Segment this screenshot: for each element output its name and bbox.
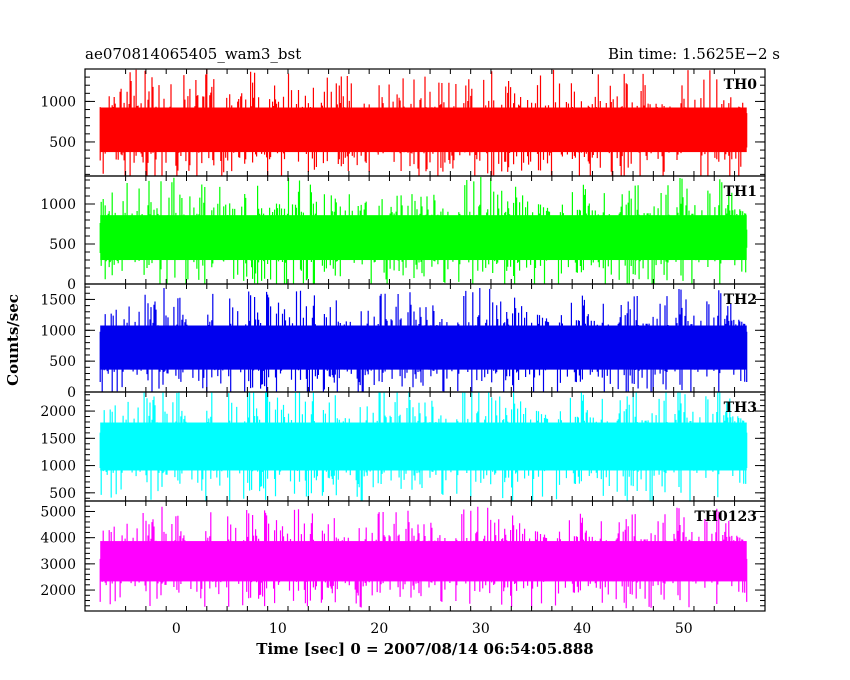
series-th0123-core	[100, 541, 747, 582]
y-tick-label: 1000	[40, 197, 76, 213]
y-tick-label: 5000	[40, 504, 76, 520]
y-tick-label: 500	[49, 354, 76, 370]
panel-th3: 500 1000 1500 2000 TH3	[40, 391, 766, 502]
panels-group: 500 1000 TH0 0 500 1000 TH1 0 500 1000 1500 TH2 500 1…	[40, 68, 766, 612]
x-axis: 0 10 20 30 40 50	[172, 621, 693, 637]
x-tick-label: 0	[172, 621, 181, 637]
x-axis-title: Time [sec] 0 = 2007/08/14 06:54:05.888	[256, 640, 593, 658]
y-tick-label: 1000	[40, 323, 76, 339]
x-tick-label: 20	[370, 621, 388, 637]
y-tick-label: 500	[49, 486, 76, 502]
panel-label-th3: TH3	[724, 400, 757, 416]
y-tick-label: 1000	[40, 459, 76, 475]
panel-label-th0123: TH0123	[694, 509, 757, 525]
chart-title-left: ae070814065405_wam3_bst	[85, 45, 301, 63]
panel-th0: 500 1000 TH0	[40, 68, 766, 177]
y-tick-label: 2000	[40, 404, 76, 420]
y-tick-label: 2000	[40, 583, 76, 599]
y-tick-label: 500	[49, 135, 76, 151]
series-th3-core	[100, 422, 747, 471]
y-tick-label: 500	[49, 237, 76, 253]
panel-th0123: 2000 3000 4000 5000 TH0123	[40, 500, 766, 612]
x-tick-label: 10	[269, 621, 287, 637]
chart-title-right: Bin time: 1.5625E−2 s	[608, 45, 780, 63]
y-tick-label: 1500	[40, 292, 76, 308]
x-tick-label: 30	[472, 621, 490, 637]
panel-label-th0: TH0	[724, 77, 758, 93]
y-axis-title: Counts/sec	[4, 294, 22, 386]
x-tick-label: 50	[675, 621, 693, 637]
y-tick-label: 0	[67, 385, 76, 401]
y-tick-label: 3000	[40, 557, 76, 573]
y-tick-label: 0	[67, 277, 76, 293]
panel-th2: 0 500 1000 1500 TH2	[40, 283, 766, 401]
y-tick-label: 1500	[40, 431, 76, 447]
panel-label-th2: TH2	[724, 292, 757, 308]
series-th1-core	[100, 215, 747, 261]
series-th0-core	[100, 107, 747, 153]
x-tick-label: 40	[573, 621, 591, 637]
y-tick-label: 4000	[40, 531, 76, 547]
panel-th1: 0 500 1000 TH1	[40, 175, 766, 293]
panel-frame	[84, 500, 766, 612]
y-tick-label: 1000	[40, 94, 76, 110]
panel-label-th1: TH1	[724, 184, 757, 200]
series-th2-core	[100, 325, 747, 370]
